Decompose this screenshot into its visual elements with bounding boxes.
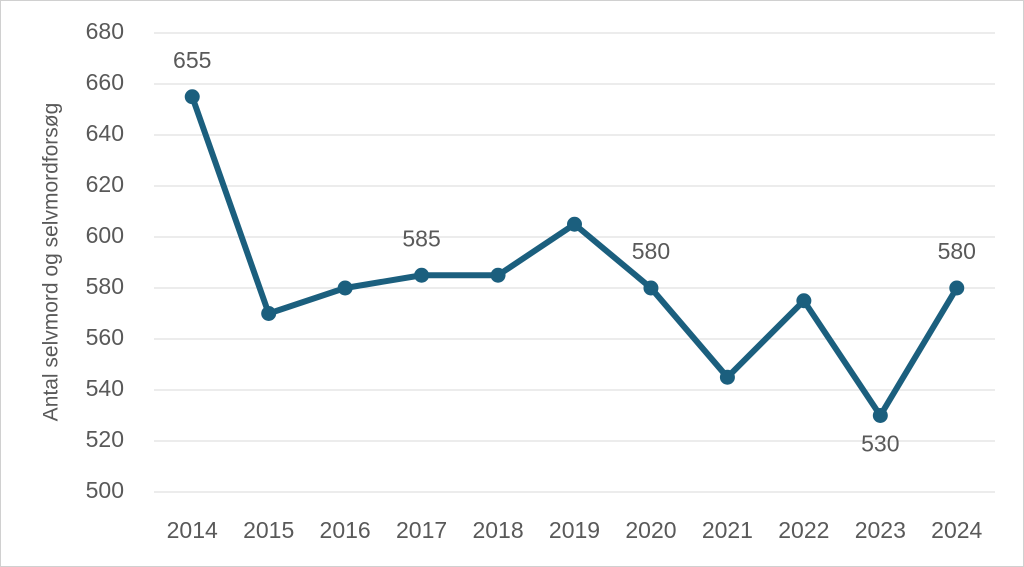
point <box>719 369 735 385</box>
y-tick-label: 640 <box>86 120 124 146</box>
data-label: 530 <box>861 431 899 457</box>
x-tick-label: 2024 <box>931 517 982 543</box>
point <box>184 89 200 105</box>
x-tick-label: 2023 <box>855 517 906 543</box>
point <box>414 267 430 283</box>
y-tick-label: 560 <box>86 324 124 350</box>
x-tick-label: 2015 <box>243 517 294 543</box>
x-tick-label: 2014 <box>167 517 218 543</box>
point <box>337 280 353 296</box>
point <box>796 293 812 309</box>
x-tick-label: 2020 <box>625 517 676 543</box>
y-tick-label: 500 <box>86 477 124 503</box>
y-tick-label: 520 <box>86 426 124 452</box>
point <box>949 280 965 296</box>
y-tick-label: 620 <box>86 171 124 197</box>
x-tick-label: 2022 <box>778 517 829 543</box>
point <box>490 267 506 283</box>
data-label: 655 <box>173 47 211 73</box>
y-tick-label: 540 <box>86 375 124 401</box>
x-tick-label: 2016 <box>320 517 371 543</box>
point <box>567 216 582 232</box>
y-tick-label: 580 <box>86 273 124 299</box>
x-tick-label: 2019 <box>549 517 600 543</box>
data-label: 580 <box>632 238 670 264</box>
y-tick-label: 660 <box>86 69 124 95</box>
y-tick-label: 600 <box>86 222 124 248</box>
point <box>643 280 659 296</box>
y-axis-label: Antal selvmord og selvmordforsøg <box>40 103 63 422</box>
x-tick-label: 2018 <box>472 517 523 543</box>
data-label: 580 <box>938 238 976 264</box>
point <box>261 306 277 321</box>
x-tick-label: 2021 <box>702 517 753 543</box>
y-tick-label: 680 <box>86 18 124 44</box>
data-label: 585 <box>402 225 440 251</box>
point <box>872 408 888 423</box>
x-tick-label: 2017 <box>396 517 447 543</box>
